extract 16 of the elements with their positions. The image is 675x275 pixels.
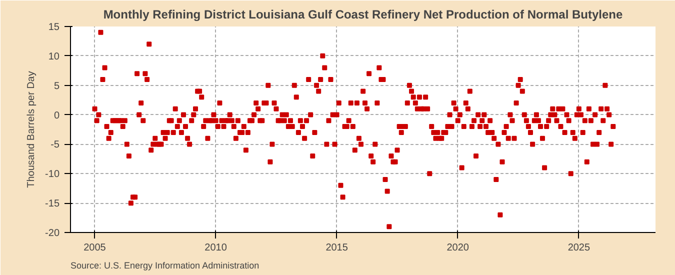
y-tick-label: -15 (45, 198, 60, 210)
x-tick-label: 2010 (204, 242, 228, 254)
y-tick-label: -20 (45, 228, 60, 239)
y-tick-label: 0 (54, 110, 60, 122)
y-tick-label: 10 (48, 51, 60, 62)
y-axis-title: Thousand Barrels per Day (26, 71, 38, 188)
x-tick-label: 2005 (84, 242, 106, 254)
chart-title: Monthly Refining District Louisiana Gulf Coast Refinery Net Production of Normal Butylene (103, 8, 624, 22)
x-tick-label: 2020 (446, 242, 470, 254)
y-tick-label: 15 (48, 22, 60, 33)
x-tick-label: 2025 (568, 242, 591, 254)
x-tick-label: 2015 (326, 242, 348, 254)
y-tick-label: -10 (45, 169, 60, 180)
y-tick-label: 5 (54, 80, 60, 92)
y-tick-label: -5 (50, 140, 60, 151)
source-note: Source: U.S. Energy Information Administration (70, 260, 260, 270)
